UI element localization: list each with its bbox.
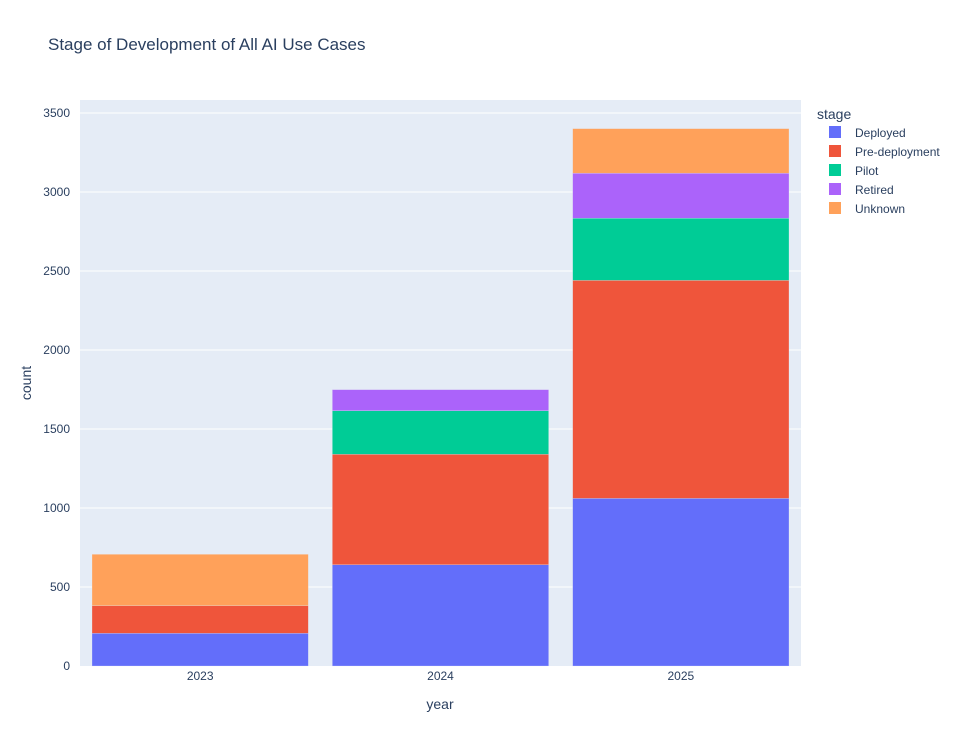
- bar-pre-deployment-2025[interactable]: [572, 280, 790, 499]
- bar-unknown-2025[interactable]: [572, 128, 790, 174]
- bar-deployed-2024[interactable]: [332, 564, 549, 667]
- bar-retired-2025[interactable]: [572, 172, 790, 219]
- legend-title: stage: [817, 106, 851, 122]
- bar-pre-deployment-2023[interactable]: [91, 605, 309, 634]
- y-tick-label: 1500: [43, 422, 70, 436]
- y-axis-label: count: [18, 366, 34, 400]
- legend-item-unknown[interactable]: Unknown: [829, 202, 905, 216]
- bar-retired-2024[interactable]: [332, 389, 549, 411]
- x-tick-label: 2024: [427, 669, 454, 683]
- bar-pre-deployment-2024[interactable]: [332, 454, 549, 565]
- chart-title: Stage of Development of All AI Use Cases: [48, 35, 366, 54]
- legend[interactable]: stage Deployed Pre-deployment Pilot Retired…: [817, 106, 940, 216]
- legend-item-pre-deployment[interactable]: Pre-deployment: [829, 145, 940, 159]
- legend-swatch: [829, 145, 841, 157]
- legend-label: Deployed: [855, 126, 906, 140]
- legend-swatch: [829, 164, 841, 176]
- bar-pilot-2024[interactable]: [332, 410, 549, 455]
- y-tick-label: 3000: [43, 185, 70, 199]
- legend-item-deployed[interactable]: Deployed: [829, 126, 906, 140]
- y-tick-label: 0: [63, 659, 70, 673]
- bar-deployed-2023[interactable]: [91, 633, 309, 667]
- legend-label: Unknown: [855, 202, 905, 216]
- legend-label: Pre-deployment: [855, 145, 940, 159]
- bar-unknown-2023[interactable]: [91, 554, 309, 606]
- y-tick-label: 2000: [43, 343, 70, 357]
- y-tick-label: 1000: [43, 501, 70, 515]
- bar-deployed-2025[interactable]: [572, 498, 790, 667]
- legend-item-pilot[interactable]: Pilot: [829, 164, 879, 178]
- x-axis-label: year: [426, 696, 454, 712]
- legend-swatch: [829, 202, 841, 214]
- legend-item-retired[interactable]: Retired: [829, 183, 894, 197]
- y-tick-label: 2500: [43, 264, 70, 278]
- legend-label: Pilot: [855, 164, 879, 178]
- y-tick-label: 500: [50, 580, 70, 594]
- legend-swatch: [829, 126, 841, 138]
- y-tick-label: 3500: [43, 106, 70, 120]
- x-tick-label: 2023: [187, 669, 214, 683]
- bar-pilot-2025[interactable]: [572, 217, 790, 281]
- x-tick-label: 2025: [667, 669, 694, 683]
- legend-label: Retired: [855, 183, 894, 197]
- legend-swatch: [829, 183, 841, 195]
